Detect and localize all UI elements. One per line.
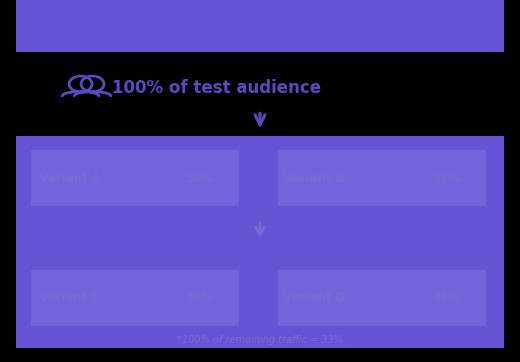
Bar (278, 150, 486, 206)
Bar (31, 270, 239, 326)
Text: Variant B: Variant B (283, 172, 345, 185)
Text: 33%: 33% (185, 172, 213, 185)
Text: Variant D: Variant D (283, 291, 346, 304)
Bar (31, 150, 239, 206)
Bar (16, 136, 504, 348)
Text: 33%: 33% (185, 291, 213, 304)
Bar (16, 0, 504, 52)
Text: Variant A: Variant A (39, 172, 101, 185)
Text: 33%: 33% (432, 291, 460, 304)
Text: 33%: 33% (432, 172, 460, 185)
Text: 100% of test audience: 100% of test audience (112, 79, 321, 97)
Bar (278, 270, 486, 326)
Text: *100% of remaining traffic = 33%: *100% of remaining traffic = 33% (177, 334, 343, 345)
Text: Variant C: Variant C (39, 291, 100, 304)
